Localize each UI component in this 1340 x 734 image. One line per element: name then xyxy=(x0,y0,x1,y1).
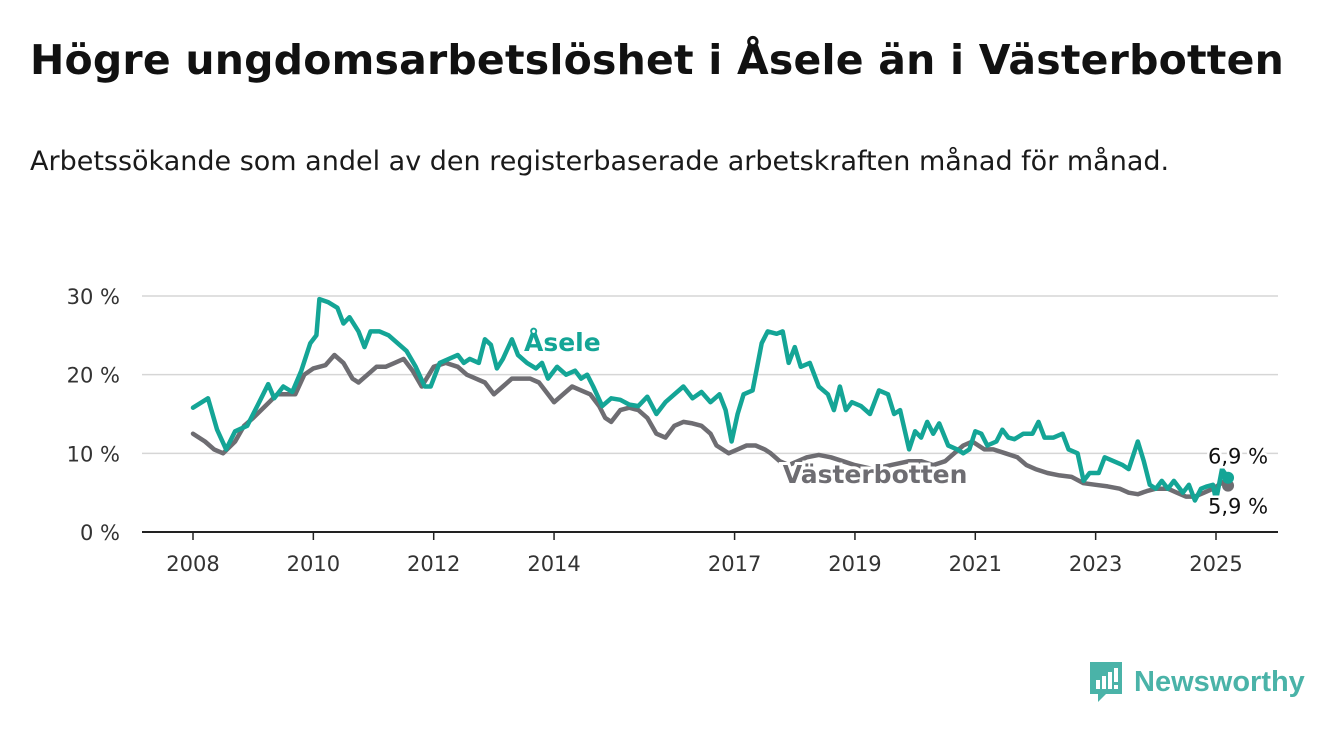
series-label-asele: Åsele xyxy=(524,328,601,357)
x-tick-label: 2023 xyxy=(1069,552,1122,576)
y-tick-label: 0 % xyxy=(80,521,120,545)
series-end-point-asele xyxy=(1222,471,1235,484)
y-tick-label: 10 % xyxy=(67,442,120,466)
x-axis-ticks: 2008 2010 2012 2014 2017 2019 2021 2023 2025 xyxy=(166,532,1243,576)
series-label-vasterbotten: Västerbotten xyxy=(783,460,968,489)
y-tick-label: 20 % xyxy=(67,364,120,388)
x-tick-label: 2019 xyxy=(828,552,881,576)
end-value-label-vasterbotten: 5,9 % xyxy=(1208,495,1268,519)
newsworthy-logo-icon xyxy=(1090,662,1122,702)
x-tick-label: 2014 xyxy=(527,552,580,576)
y-axis-ticks: 0 % 10 % 20 % 30 % xyxy=(67,285,120,545)
series-lines xyxy=(190,296,1235,503)
series-line-asele xyxy=(190,296,1231,503)
series-line-vasterbotten xyxy=(190,352,1231,499)
brand-name: Newsworthy xyxy=(1134,665,1305,698)
x-tick-label: 2010 xyxy=(287,552,340,576)
series-labels: Åsele 6,9 % Västerbotten 5,9 % xyxy=(521,325,1271,521)
chart-subtitle: Arbetssökande som andel av den registerb… xyxy=(30,146,1170,177)
x-tick-label: 2012 xyxy=(407,552,460,576)
x-tick-label: 2008 xyxy=(166,552,219,576)
x-tick-label: 2025 xyxy=(1189,552,1242,576)
newsworthy-brand: Newsworthy xyxy=(1088,660,1305,704)
gridlines xyxy=(142,295,1278,533)
x-tick-label: 2021 xyxy=(949,552,1002,576)
chart-title: Högre ungdomsarbetslöshet i Åsele än i V… xyxy=(30,36,1284,84)
x-tick-label: 2017 xyxy=(708,552,761,576)
end-value-label-asele: 6,9 % xyxy=(1208,445,1268,469)
y-tick-label: 30 % xyxy=(67,285,120,309)
